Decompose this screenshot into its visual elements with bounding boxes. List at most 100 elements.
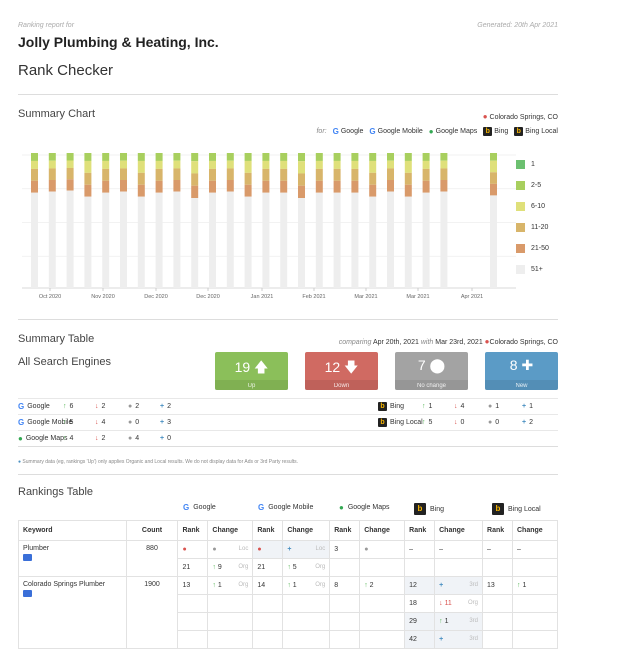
bar-segment-11-20 (387, 168, 394, 180)
legend-item: 2-5 (516, 175, 549, 196)
bar-segment-11-20 (280, 168, 288, 181)
bar-segment-21-50 (244, 184, 252, 197)
table-row: Plumber 880 ● ● Loc ● + Loc 3 ● – – – – (18, 540, 559, 577)
google-icon: G (258, 503, 265, 512)
bar-segment-2-5 (387, 153, 394, 161)
bar-segment-2-5 (191, 153, 199, 162)
summary-chart: Oct 2020 Nov 2020 Dec 2020 Dec 2020 Jan 2021… (22, 153, 516, 300)
bar-segment-51+ (226, 191, 234, 288)
bar-segment-51+ (262, 192, 270, 288)
bar-segment-51+ (440, 191, 448, 288)
bar-segment-51+ (102, 192, 110, 288)
table-row: Colorado Springs Plumber 1900 13 ↑ 1 Org … (18, 576, 559, 649)
bing-icon: b (492, 503, 504, 515)
arrow-down-icon: ↓ (95, 403, 99, 410)
table-row: 18 ↓ 11 Org (19, 594, 559, 613)
bar-segment-11-20 (262, 168, 270, 181)
bar-segment-51+ (404, 196, 412, 288)
bar-segment-2-5 (369, 153, 377, 161)
bar-segment-51+ (315, 192, 323, 288)
engine-filter: for: G Google G Google Mobile ● Google Maps… (316, 127, 558, 136)
bar-segment-2-5 (102, 153, 110, 161)
chart-bar (387, 153, 394, 288)
engine-google-mobile[interactable]: G Google Mobile (369, 127, 423, 136)
chart-bar (84, 153, 92, 288)
bar-segment-6-10 (440, 160, 448, 169)
no-change-icon: ● (128, 435, 133, 442)
chart-bar (440, 153, 448, 288)
legend-item: 1 (516, 154, 549, 175)
bar-segment-2-5 (280, 153, 288, 161)
location-label: ● Colorado Springs, CO (482, 112, 558, 121)
bar-segment-2-5 (351, 153, 359, 161)
bar-segment-6-10 (173, 160, 181, 169)
bar-segment-21-50 (262, 180, 270, 193)
google-icon: G (18, 402, 25, 411)
bar-segment-6-10 (155, 160, 163, 169)
bar-segment-11-20 (369, 172, 377, 185)
chart-bar (315, 153, 323, 288)
bar-segment-6-10 (48, 160, 56, 169)
bar-segment-51+ (280, 192, 288, 288)
no-change-icon: ● (488, 419, 493, 426)
table-row: 42 +3rd (19, 630, 559, 649)
bar-segment-2-5 (137, 153, 145, 161)
google-icon: G (183, 503, 190, 512)
legend-swatch (516, 160, 525, 169)
chart-bar (66, 153, 74, 288)
bar-segment-6-10 (137, 160, 145, 173)
keyword-label: Plumber (23, 545, 50, 552)
bar-segment-21-50 (137, 184, 145, 197)
bar-segment-11-20 (209, 168, 216, 181)
bar-segment-51+ (298, 198, 305, 288)
bar-segment-21-50 (351, 180, 359, 193)
bar-segment-6-10 (351, 160, 359, 169)
engine-google-maps[interactable]: ● Google Maps (428, 127, 478, 136)
bar-segment-6-10 (102, 160, 110, 169)
no-change-icon: ● (128, 419, 133, 426)
engine-google[interactable]: G Google (332, 127, 364, 136)
company-name: Jolly Plumbing & Heating, Inc. (18, 34, 219, 50)
bing-icon: b (378, 418, 387, 427)
bar-segment-51+ (84, 196, 92, 288)
summary-table-title: Summary Table (18, 333, 95, 345)
comparison-label: comparing Apr 20th, 2021 with Mar 23rd, … (338, 337, 558, 346)
bar-segment-11-20 (490, 172, 497, 184)
bar-segment-11-20 (404, 172, 412, 185)
bar-segment-2-5 (333, 153, 341, 161)
arrow-up-icon: ↑ (439, 618, 443, 625)
bar-segment-51+ (173, 191, 181, 288)
bar-segment-6-10 (422, 160, 430, 169)
generated-date: Generated: 20th Apr 2021 (477, 22, 558, 29)
engine-bing-local[interactable]: b Bing Local (514, 127, 558, 136)
bar-segment-11-20 (84, 172, 92, 185)
new-icon: + (160, 419, 165, 426)
x-tick-label: Oct 2020 (39, 294, 61, 300)
bar-segment-51+ (422, 192, 430, 288)
bar-segment-21-50 (387, 180, 394, 192)
page-title: Rank Checker (18, 62, 114, 79)
rankings-table-title: Rankings Table (18, 486, 94, 498)
stat-down: 12 🡇 Down (305, 352, 378, 390)
chart-bar (173, 153, 181, 288)
local-pack-icon (23, 554, 32, 561)
legend-swatch (516, 223, 525, 232)
google-icon: G (332, 127, 339, 136)
bar-segment-6-10 (209, 160, 216, 169)
bar-segment-2-5 (66, 153, 74, 161)
bar-segment-21-50 (333, 180, 341, 193)
bar-segment-11-20 (351, 168, 359, 181)
bar-segment-21-50 (226, 180, 234, 192)
bar-segment-2-5 (31, 153, 38, 161)
engine-bing[interactable]: b Bing (483, 127, 508, 136)
chart-bar (262, 153, 270, 288)
chart-bar (351, 153, 359, 288)
new-icon: + (522, 403, 527, 410)
bar-segment-51+ (209, 192, 216, 288)
bar-segment-11-20 (333, 168, 341, 181)
bar-segment-11-20 (173, 168, 181, 180)
bar-segment-6-10 (120, 160, 127, 169)
chart-bar (369, 153, 377, 288)
arrow-up-icon: ↑ (63, 419, 67, 426)
no-change-icon: ● (364, 546, 369, 553)
